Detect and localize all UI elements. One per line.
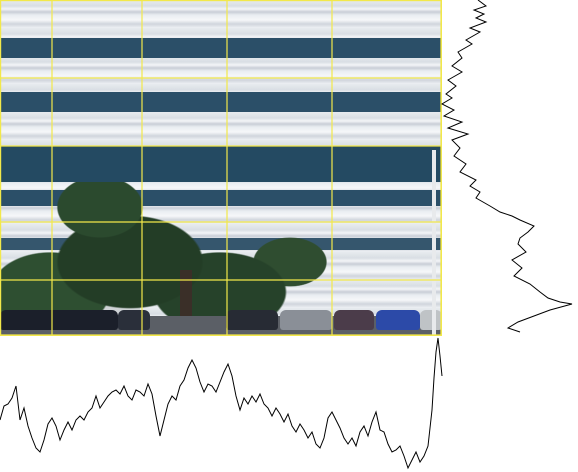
parked-car bbox=[0, 310, 118, 330]
row-intensity-profile bbox=[440, 0, 573, 333]
parked-car bbox=[226, 310, 278, 330]
light-pole bbox=[432, 150, 436, 336]
window-band-3 bbox=[0, 146, 442, 182]
parked-car bbox=[420, 310, 442, 330]
parked-car bbox=[280, 310, 332, 330]
parked-car bbox=[334, 310, 374, 330]
building-photo bbox=[0, 0, 442, 336]
grid-overlay bbox=[0, 0, 442, 336]
parked-car bbox=[376, 310, 420, 330]
column-intensity-profile bbox=[0, 337, 443, 470]
